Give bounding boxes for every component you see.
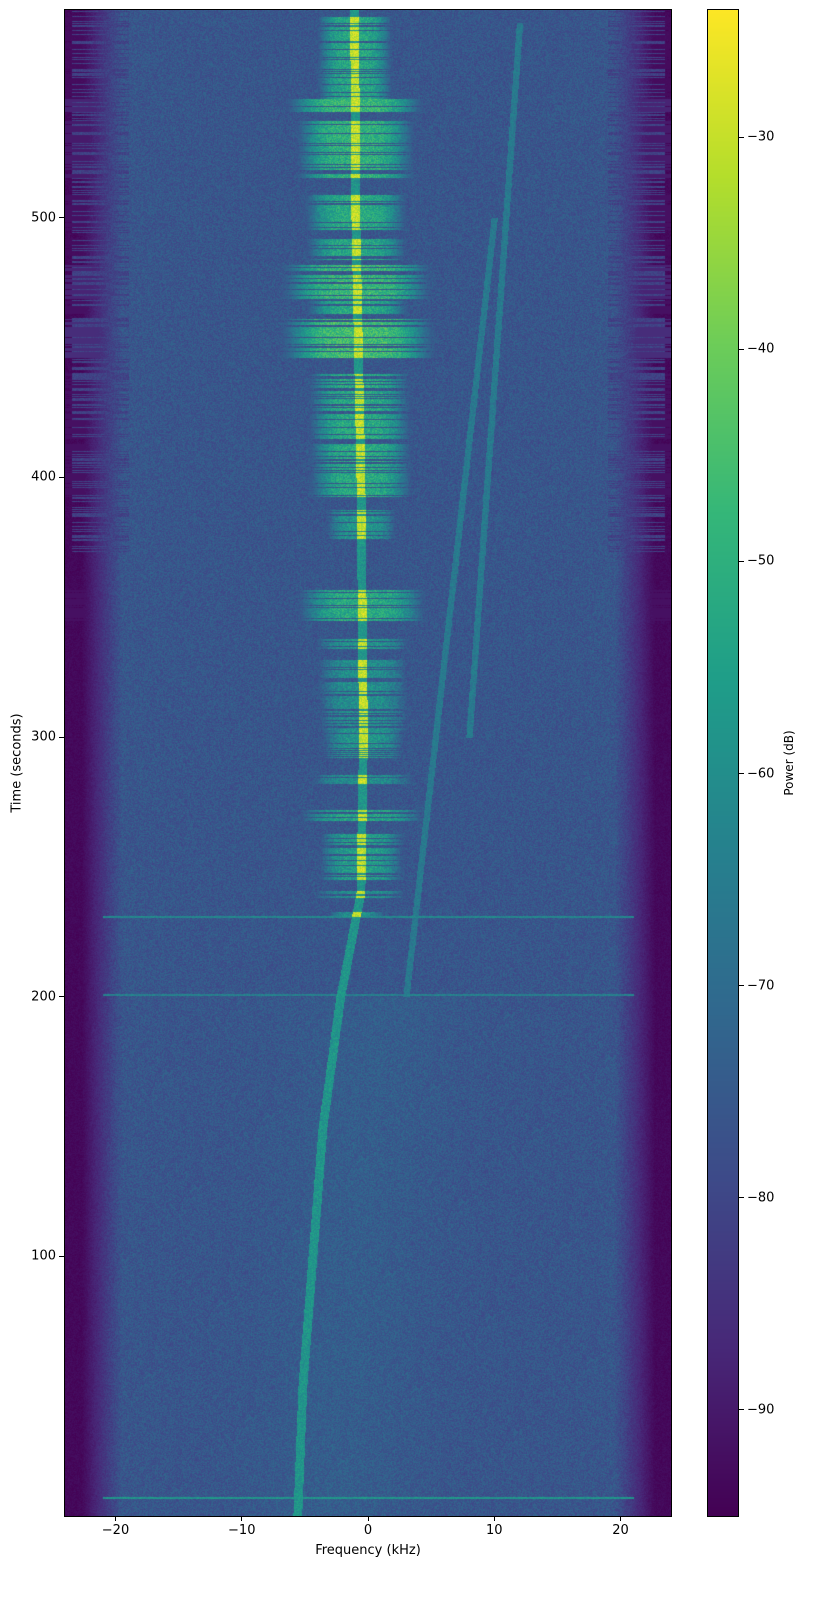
x-axis-label: Frequency (kHz) — [315, 1543, 421, 1558]
colorbar-tick-label: −80 — [747, 1190, 775, 1206]
y-tick-mark — [59, 1255, 64, 1257]
y-tick-mark — [59, 217, 64, 219]
colorbar-tick-mark — [739, 560, 744, 562]
x-tick-mark — [367, 1516, 369, 1521]
y-tick-mark — [59, 996, 64, 998]
colorbar-tick-mark — [739, 985, 744, 987]
y-tick-mark — [59, 476, 64, 478]
y-tick-mark — [59, 736, 64, 738]
colorbar-tick-mark — [739, 773, 744, 775]
x-tick-mark — [493, 1516, 495, 1521]
y-tick-label: 500 — [31, 210, 56, 226]
x-tick-label: 20 — [612, 1523, 629, 1538]
colorbar-tick-label: −70 — [747, 978, 775, 994]
y-tick-label: 200 — [31, 989, 56, 1005]
spectrogram-image — [65, 10, 671, 1516]
x-tick-label: 10 — [485, 1523, 503, 1538]
colorbar — [708, 10, 738, 1516]
colorbar-label: Power (dB) — [782, 730, 796, 796]
colorbar-tick-label: −30 — [747, 129, 775, 145]
colorbar-tick-label: −60 — [747, 766, 775, 782]
x-tick-mark — [115, 1516, 116, 1521]
x-tick-label: −20 — [101, 1523, 130, 1538]
x-tick-mark — [241, 1516, 243, 1521]
colorbar-tick-mark — [739, 348, 744, 350]
colorbar-tick-label: −90 — [747, 1402, 775, 1418]
y-axis-label: Time (seconds) — [9, 713, 25, 813]
y-tick-label: 400 — [31, 469, 56, 485]
colorbar-tick-mark — [739, 136, 744, 138]
y-tick-label: 100 — [31, 1248, 56, 1264]
x-tick-label: 0 — [363, 1523, 373, 1538]
colorbar-tick-label: −40 — [747, 341, 775, 357]
x-tick-label: −10 — [228, 1523, 256, 1538]
colorbar-tick-mark — [739, 1409, 744, 1411]
colorbar-tick-mark — [739, 1197, 744, 1199]
x-tick-mark — [620, 1516, 621, 1521]
y-tick-label: 300 — [31, 729, 56, 745]
colorbar-tick-label: −50 — [747, 553, 775, 569]
